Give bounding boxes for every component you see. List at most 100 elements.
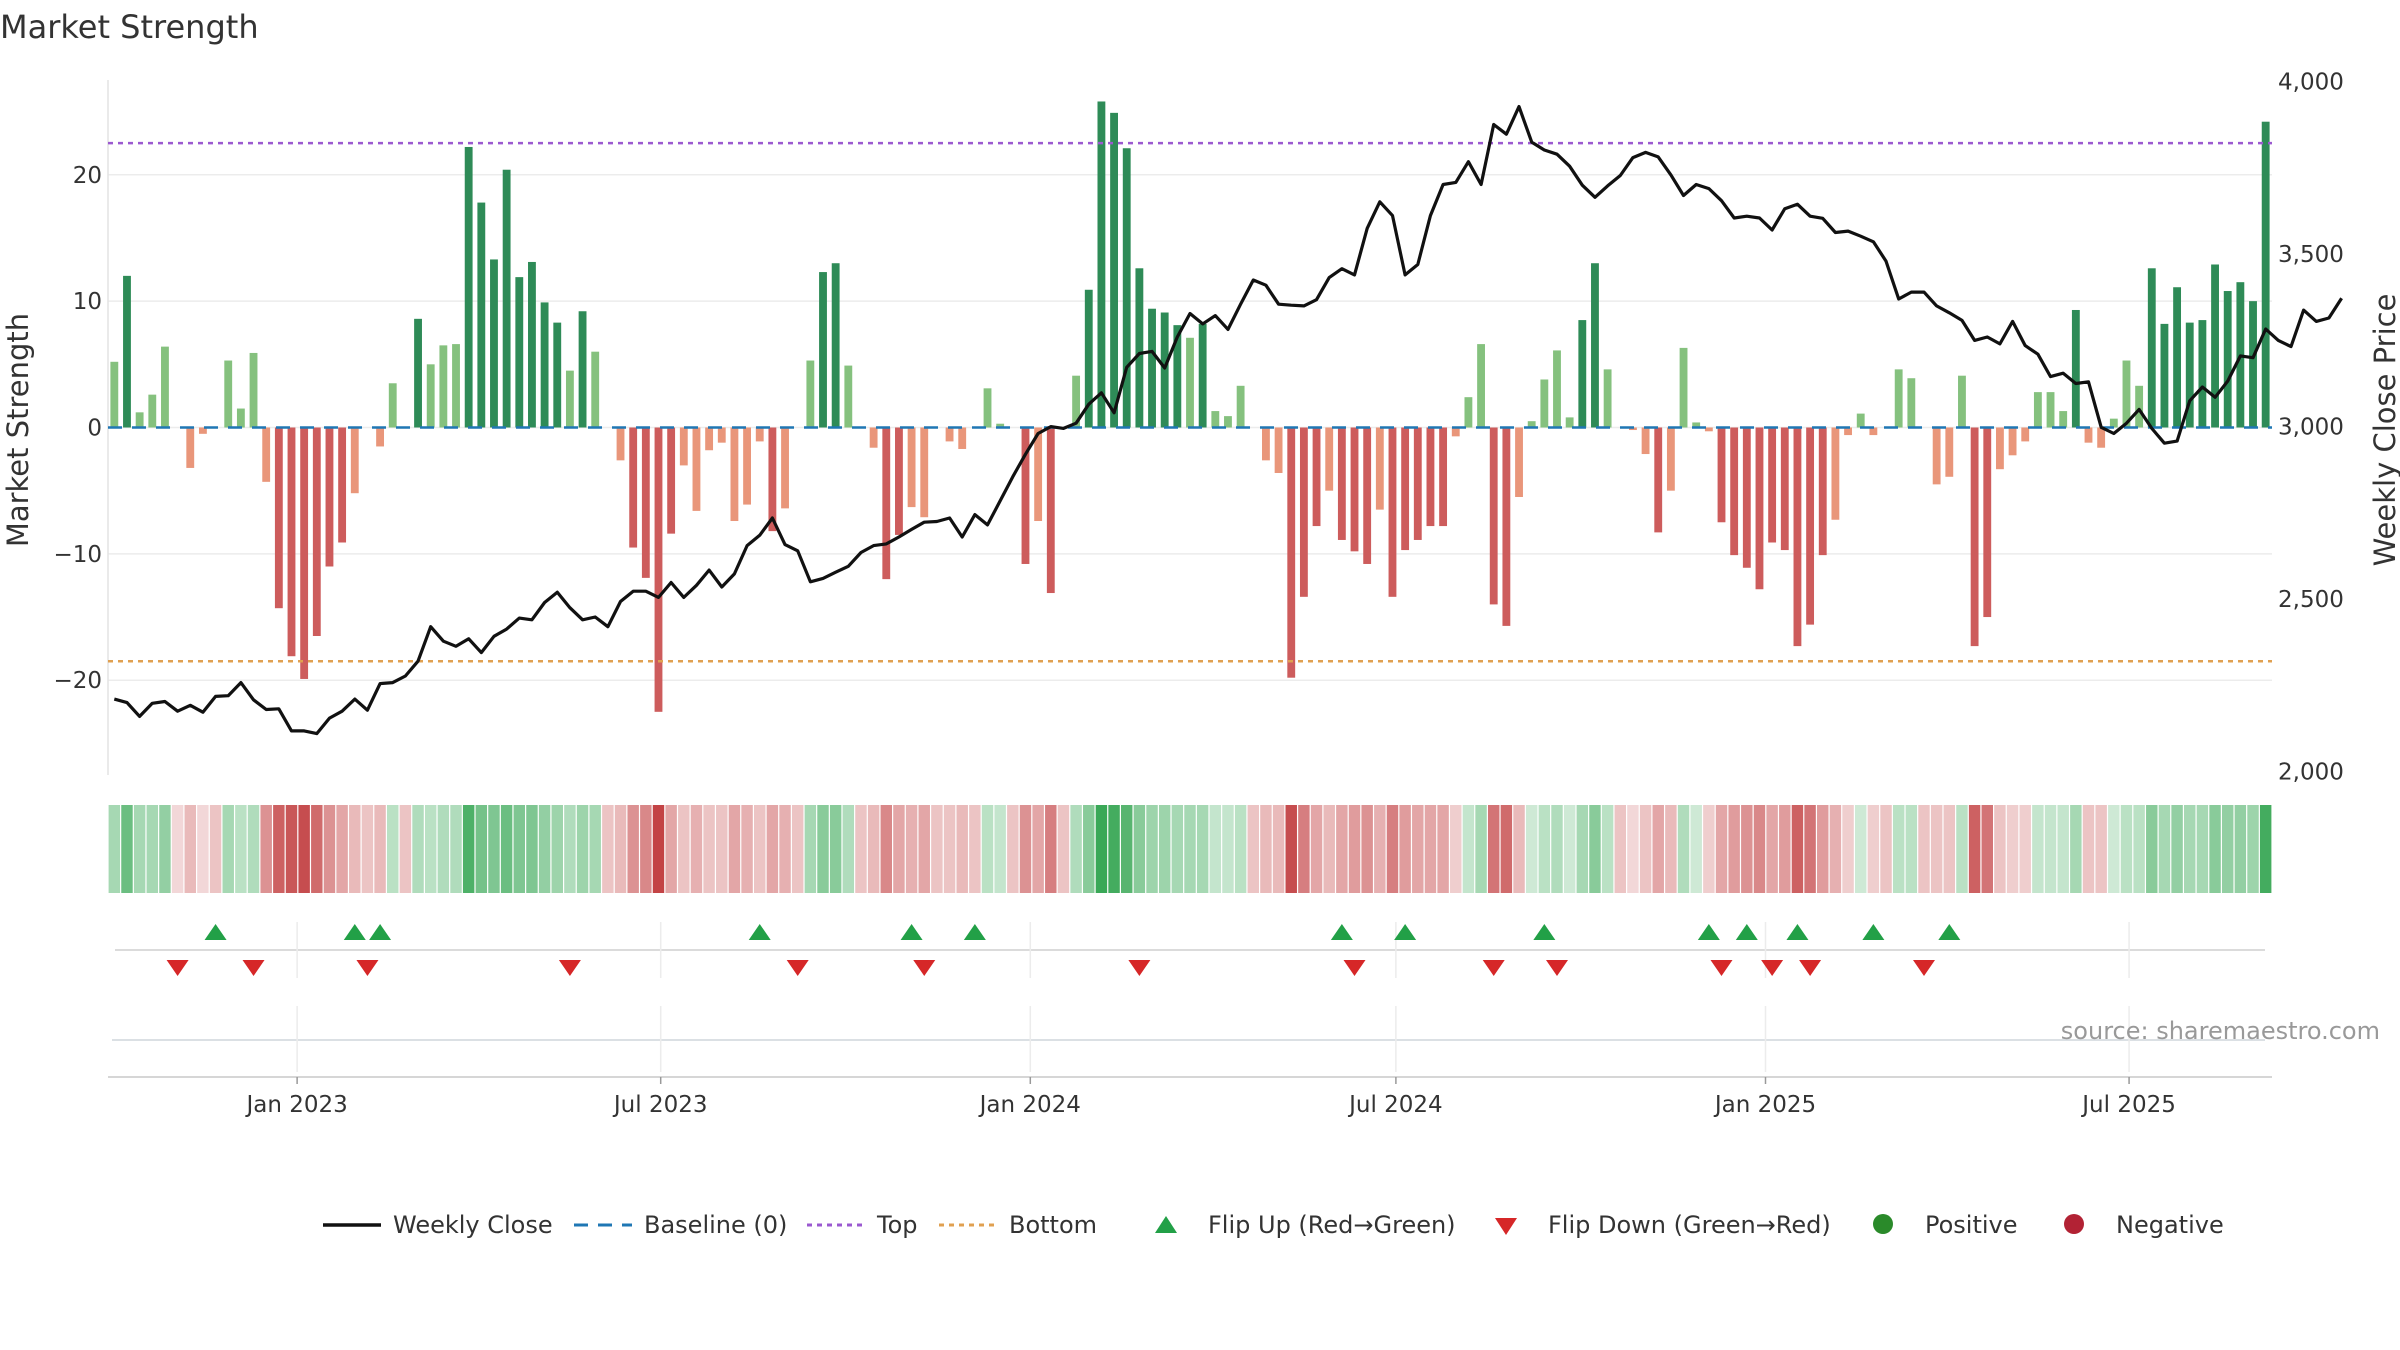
strip-cell <box>1538 805 1551 893</box>
strip-cell <box>2247 805 2259 893</box>
strip-cell <box>2120 805 2133 893</box>
strength-bar <box>629 427 638 548</box>
strip-cell <box>1146 805 1158 893</box>
strip-cell <box>285 805 298 893</box>
strength-bar <box>882 427 891 580</box>
strength-bar <box>1186 337 1194 428</box>
strength-bar <box>249 352 258 428</box>
strength-bar <box>1274 427 1283 473</box>
strip-cell <box>121 805 133 893</box>
strength-bar <box>198 427 207 434</box>
strip-cell <box>741 805 753 893</box>
y-left-tick-label: 0 <box>87 416 102 442</box>
source-credit: source: sharemaestro.com <box>2061 1017 2380 1045</box>
strip-cell <box>1817 805 1829 893</box>
strip-cell <box>1045 805 1057 893</box>
strength-bar <box>2021 427 2030 442</box>
strength-bar <box>1388 427 1397 597</box>
strip-cell <box>1563 805 1576 893</box>
strip-cell <box>1374 805 1386 893</box>
strip-cell <box>1032 805 1044 893</box>
strip-cell <box>640 805 652 893</box>
strip-cell <box>1589 805 1601 893</box>
strip-cell <box>1614 805 1626 893</box>
strip-cell <box>1348 805 1361 893</box>
weekly-close-series <box>113 104 2343 736</box>
y-right-tick-label: 4,000 <box>2278 70 2344 96</box>
strength-bar <box>806 360 815 428</box>
strip-cell <box>1462 805 1475 893</box>
strength-bar <box>388 383 397 428</box>
strip-cell <box>1234 805 1247 893</box>
flip-down-marker <box>1482 960 1505 976</box>
strip-cell <box>2108 805 2120 893</box>
strength-bar <box>1198 323 1207 428</box>
flip-down-marker <box>166 960 189 976</box>
strength-bar <box>148 394 157 428</box>
legend: Weekly Close Baseline (0) Top Bottom Flip Up… <box>323 1211 2224 1239</box>
strip-cell <box>159 805 171 893</box>
flip-down-marker <box>558 960 581 976</box>
strip-cell <box>2221 805 2234 893</box>
flip-down-marker <box>1912 960 1935 976</box>
strip-cell <box>2070 805 2082 893</box>
strip-cell <box>538 805 551 893</box>
strip-cell <box>1260 805 1272 893</box>
y-axis-right-label: Weekly Close Price <box>2368 294 2400 567</box>
strip-cell <box>602 805 614 893</box>
strip-cell <box>1108 805 1120 893</box>
strip-cell <box>956 805 968 893</box>
x-tick-label: Jul 2024 <box>1347 1092 1443 1118</box>
strip-cell <box>829 805 842 893</box>
strip-cell <box>690 805 703 893</box>
strength-bar <box>1704 427 1713 432</box>
strength-bar <box>1768 427 1777 543</box>
y-left-tick-label: −10 <box>53 542 102 568</box>
strength-bar <box>1287 427 1296 678</box>
strip-cell <box>1829 805 1842 893</box>
strength-bar <box>819 272 827 428</box>
strength-bar <box>1856 413 1865 428</box>
strip-cell <box>2259 805 2272 893</box>
strip-cell <box>880 805 893 893</box>
strip-cell <box>2019 805 2031 893</box>
strip-cell <box>374 805 386 893</box>
strength-bar <box>1591 263 1599 428</box>
strength-bar <box>654 427 663 712</box>
strength-bar <box>1337 427 1346 540</box>
strength-bar <box>1046 427 1055 594</box>
strip-cell <box>349 805 361 893</box>
strip-cell <box>1057 805 1070 893</box>
strength-bar <box>755 427 764 442</box>
strength-bar <box>452 344 460 428</box>
strip-cell <box>614 805 627 893</box>
strip-cell <box>678 805 690 893</box>
strength-bar <box>528 261 536 428</box>
flip-down-marker <box>242 960 265 976</box>
strength-bar <box>1692 422 1701 428</box>
strength-bar <box>1603 369 1612 428</box>
strength-bar <box>553 322 562 428</box>
strength-bar <box>2008 427 2017 456</box>
strength-bar <box>123 275 131 428</box>
strength-bar <box>490 259 498 428</box>
strength-bar <box>667 427 676 534</box>
flip-up-marker <box>1786 924 1809 940</box>
strip-cell <box>1601 805 1614 893</box>
strip-cell <box>779 805 791 893</box>
strip-cell <box>108 805 121 893</box>
strength-bar <box>1148 308 1156 428</box>
strength-bar <box>2160 323 2169 428</box>
strength-bar <box>1742 427 1751 568</box>
strength-bar <box>869 427 878 448</box>
flip-up-marker <box>204 924 227 940</box>
y-right-tick-label: 2,000 <box>2278 760 2344 786</box>
flip-down-marker <box>1710 960 1733 976</box>
strength-bar <box>616 427 625 461</box>
strip-cell <box>589 805 601 893</box>
legend-label: Positive <box>1925 1211 2018 1239</box>
strength-bar <box>224 360 233 428</box>
strip-cell <box>665 805 677 893</box>
strength-bar <box>1540 379 1549 428</box>
